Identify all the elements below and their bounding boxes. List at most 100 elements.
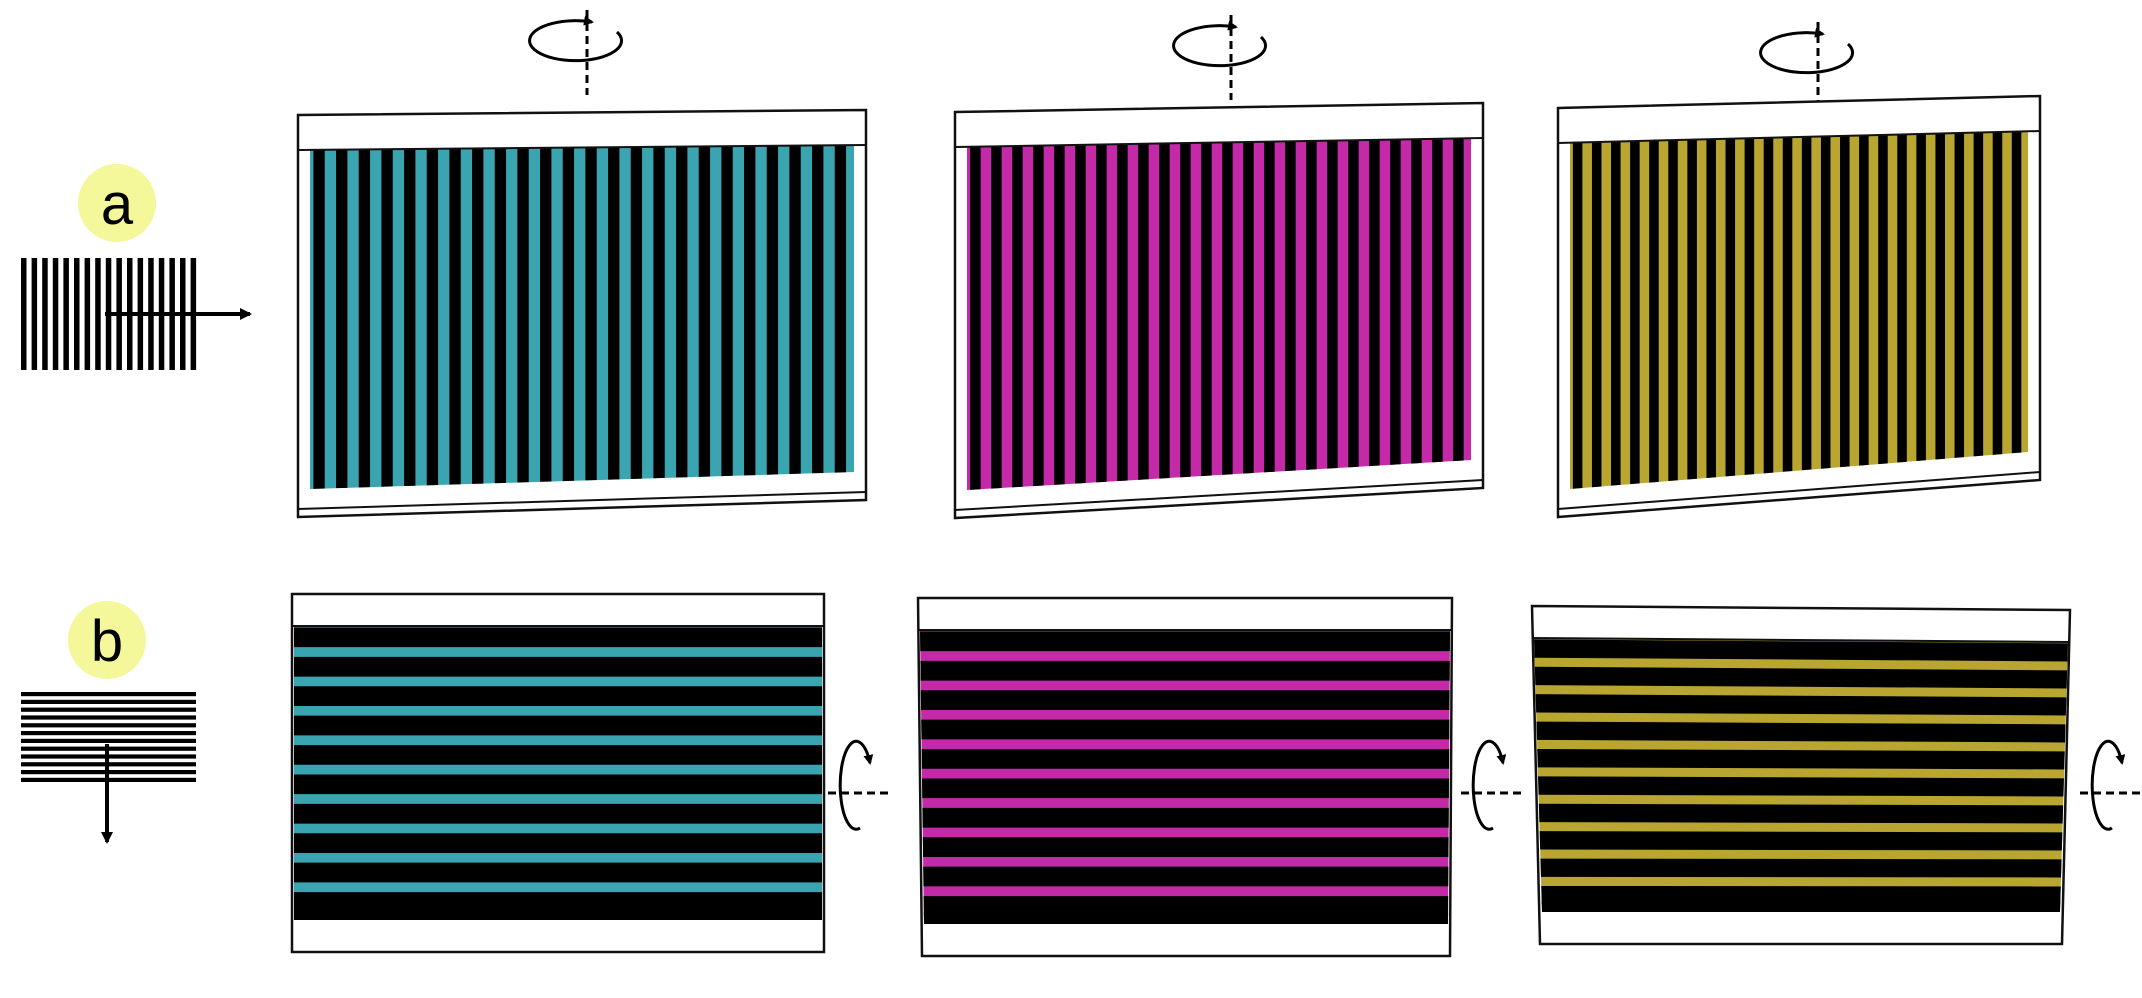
black-stripe xyxy=(1591,142,1602,488)
legend-bar xyxy=(21,699,196,704)
frame-edge xyxy=(1557,471,2041,510)
black-stripe xyxy=(562,147,575,482)
rotation-arc xyxy=(1172,20,1268,68)
black-stripe xyxy=(1537,748,2065,770)
black-stripe xyxy=(1744,138,1755,475)
black-stripe xyxy=(1572,142,1583,489)
legend-bar xyxy=(52,258,59,370)
black-stripe xyxy=(1432,138,1443,463)
black-stripe xyxy=(1534,639,2068,662)
frame-edge xyxy=(297,491,867,510)
black-stripe xyxy=(1096,144,1107,483)
black-stripe xyxy=(1611,141,1621,486)
rotation-arc xyxy=(528,15,624,63)
rotating-panel-b-2 xyxy=(916,596,1454,958)
black-stripe xyxy=(294,892,822,912)
row-b-label: b xyxy=(91,609,123,674)
black-stripe xyxy=(630,146,643,479)
black-stripe xyxy=(1222,142,1233,475)
legend-bar xyxy=(21,723,196,728)
black-stripe xyxy=(358,149,371,488)
black-stripe xyxy=(698,146,711,477)
rotating-panel-b-1 xyxy=(290,592,826,954)
black-stripe xyxy=(1054,145,1065,485)
black-stripe xyxy=(1327,140,1338,469)
black-stripe xyxy=(1033,145,1044,487)
black-stripe xyxy=(921,749,1450,769)
black-stripe xyxy=(1536,721,2066,743)
black-stripe xyxy=(922,807,1449,828)
black-stripe xyxy=(294,833,822,853)
black-stripe xyxy=(921,719,1450,740)
black-stripe xyxy=(294,656,822,677)
black-stripe xyxy=(1201,142,1212,477)
black-stripe xyxy=(1285,141,1296,472)
black-stripe xyxy=(1840,135,1850,468)
black-stripe xyxy=(1782,137,1793,472)
black-stripe xyxy=(294,803,822,824)
black-stripe xyxy=(294,627,822,648)
black-stripe xyxy=(920,660,1450,681)
black-stripe xyxy=(653,146,665,479)
rotation-arc xyxy=(1471,739,1507,831)
black-stripe xyxy=(294,715,822,736)
black-stripe xyxy=(1159,143,1170,479)
rotating-panel-a-3 xyxy=(1556,94,2042,519)
black-stripe xyxy=(1954,132,1965,458)
black-stripe xyxy=(1725,138,1736,477)
black-stripe xyxy=(923,912,1449,924)
rotation-icons-row-a xyxy=(528,10,1855,107)
black-stripe xyxy=(991,146,1002,489)
black-stripe xyxy=(1012,146,1023,488)
black-stripe xyxy=(426,148,439,486)
tinted-image xyxy=(1570,131,2028,489)
black-stripe xyxy=(970,146,981,490)
black-stripe xyxy=(789,145,801,475)
black-stripe xyxy=(1390,139,1401,465)
black-stripe xyxy=(1534,666,2068,689)
black-stripe xyxy=(294,774,822,795)
black-stripe xyxy=(922,837,1449,857)
black-stripe xyxy=(1540,858,2062,878)
legend-bar xyxy=(21,707,196,712)
black-stripe xyxy=(1538,803,2064,824)
rotate-about-horizontal-axis-icon xyxy=(828,739,890,831)
row-a-legend: a xyxy=(21,164,252,370)
black-stripe xyxy=(294,862,822,883)
black-stripe xyxy=(721,146,733,477)
black-stripe xyxy=(920,631,1450,652)
rotate-about-vertical-axis-icon xyxy=(528,10,624,95)
black-stripe xyxy=(1706,139,1716,478)
black-stripe xyxy=(1243,141,1254,474)
black-stripe xyxy=(294,745,822,765)
black-stripe xyxy=(336,149,348,489)
black-stripe xyxy=(1897,134,1907,463)
black-stripe xyxy=(1649,140,1659,483)
black-stripe xyxy=(1539,831,2063,851)
black-stripe xyxy=(1859,135,1869,466)
legend-bar xyxy=(21,258,27,370)
black-stripe xyxy=(920,690,1450,710)
rotating-panel-b-3 xyxy=(1530,604,2072,946)
black-stripe xyxy=(2011,131,2022,454)
black-stripe xyxy=(1630,141,1640,485)
frame-edge xyxy=(1531,637,2071,643)
black-stripe xyxy=(1687,139,1697,480)
black-stripe xyxy=(766,145,779,475)
tinted-image xyxy=(967,138,1471,490)
legend-bar xyxy=(63,258,69,370)
legend-bar xyxy=(21,738,196,743)
black-stripe xyxy=(812,145,824,474)
frame-edge xyxy=(954,479,1484,511)
black-stripe xyxy=(922,778,1449,799)
legend-bar xyxy=(74,258,80,370)
legend-bar xyxy=(31,258,38,370)
rotate-about-horizontal-axis-icon xyxy=(2080,739,2142,831)
black-stripe xyxy=(294,908,822,920)
black-stripe xyxy=(1348,140,1359,468)
row-b-legend: b xyxy=(21,601,196,844)
black-stripe xyxy=(449,148,461,485)
black-stripe xyxy=(923,896,1449,916)
black-stripe xyxy=(1801,136,1812,471)
